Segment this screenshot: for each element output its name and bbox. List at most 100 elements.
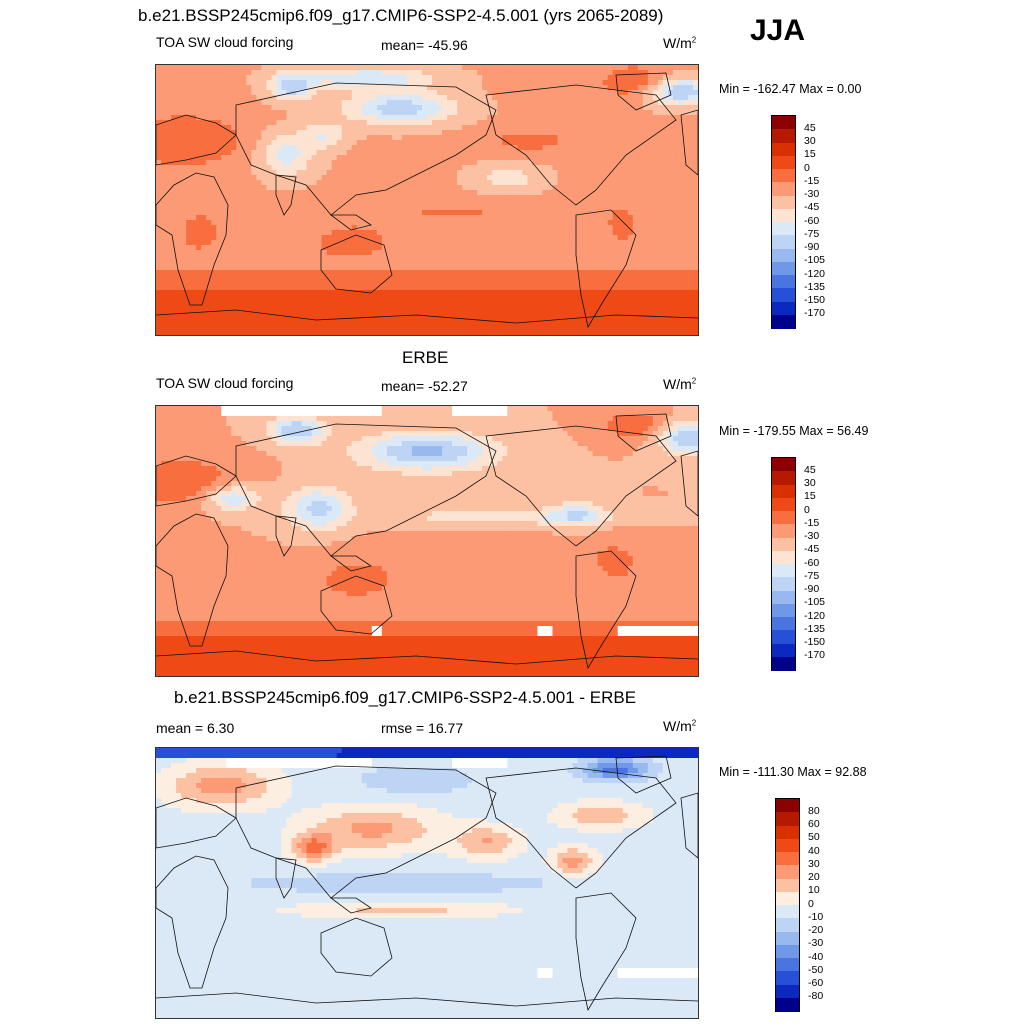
map-cell: [331, 115, 338, 121]
map-cell: [557, 220, 564, 226]
map-cell: [507, 180, 513, 186]
map-cell: [457, 170, 463, 176]
map-cell: [687, 275, 694, 281]
map-cell: [156, 70, 162, 76]
map-cell: [321, 70, 328, 76]
map-cell: [346, 75, 353, 81]
map-cell: [201, 240, 207, 246]
map-cell: [166, 210, 172, 216]
map-cell: [592, 165, 599, 171]
map-cell: [437, 260, 443, 266]
map-cell: [517, 110, 523, 116]
map-cell: [316, 245, 323, 251]
map-cell: [301, 265, 308, 271]
map-cell: [512, 120, 518, 126]
map-cell: [226, 265, 232, 271]
map-cell: [692, 100, 698, 106]
map-cell: [231, 250, 237, 256]
map-cell: [512, 100, 518, 106]
map-cell: [401, 100, 408, 106]
map-cell: [627, 285, 634, 291]
map-cell: [206, 170, 212, 176]
map-cell: [171, 285, 177, 291]
map-cell: [356, 70, 363, 76]
map-cell: [196, 150, 202, 156]
map-cell: [507, 165, 513, 171]
map-cell: [657, 200, 664, 206]
map-cell: [537, 165, 544, 171]
map-cell: [522, 140, 528, 146]
map-cell: [462, 255, 468, 261]
map-cell: [411, 180, 418, 186]
map-cell: [216, 255, 222, 261]
map-cell: [537, 240, 544, 246]
map-cell: [266, 130, 273, 136]
map-cell: [381, 220, 388, 226]
map-cell: [467, 230, 473, 236]
map-cell: [336, 125, 343, 131]
map-cell: [622, 255, 629, 261]
map-cell: [236, 115, 242, 121]
map-cell: [296, 125, 303, 131]
map-cell: [271, 265, 278, 271]
map-cell: [537, 170, 544, 176]
map-cell: [231, 105, 237, 111]
map-cell: [537, 195, 544, 201]
map-cell: [632, 280, 639, 286]
map-cell: [366, 130, 373, 136]
map-cell: [442, 190, 448, 196]
map-cell: [497, 265, 503, 271]
map-cell: [657, 125, 664, 131]
map-cell: [542, 200, 549, 206]
map-cell: [176, 225, 182, 231]
map-cell: [246, 130, 252, 136]
map-cell: [291, 130, 298, 136]
map-cell: [667, 190, 674, 196]
map-cell: [156, 115, 162, 121]
map-cell: [687, 235, 694, 241]
map-cell: [542, 150, 549, 156]
map-cell: [467, 90, 473, 96]
map-cell: [296, 195, 303, 201]
map-cell: [552, 260, 559, 266]
map-cell: [517, 140, 523, 146]
map-cell: [281, 85, 288, 91]
map-cell: [512, 260, 518, 266]
map-cell: [206, 220, 212, 226]
map-cell: [617, 150, 624, 156]
map-cell: [331, 200, 338, 206]
map-cell: [266, 125, 273, 131]
map-cell: [421, 185, 428, 191]
map-cell: [637, 190, 644, 196]
map-cell: [171, 220, 177, 226]
map-cell: [682, 245, 689, 251]
map-cell: [186, 220, 192, 226]
map-cell: [667, 130, 674, 136]
map-cell: [462, 250, 468, 256]
map-cell: [682, 210, 689, 216]
map-cell: [672, 100, 679, 106]
map-cell: [457, 255, 463, 261]
map-cell: [311, 200, 318, 206]
map-cell: [211, 190, 217, 196]
map-cell: [597, 170, 604, 176]
map-cell: [256, 115, 262, 121]
map-cell: [386, 90, 393, 96]
map-cell: [617, 130, 624, 136]
map-cell: [592, 260, 599, 266]
map-cell: [672, 190, 679, 196]
map-cell: [672, 130, 679, 136]
map-cell: [577, 150, 584, 156]
map-cell: [522, 80, 528, 86]
map-cell: [652, 110, 659, 116]
map-cell: [301, 200, 308, 206]
map-cell: [552, 220, 559, 226]
map-cell: [391, 180, 398, 186]
map-cell: [406, 240, 413, 246]
map-cell: [492, 180, 498, 186]
map-cell: [502, 270, 508, 276]
map-cell: [286, 255, 293, 261]
map-cell: [457, 200, 463, 206]
map-cell: [266, 210, 273, 216]
map-cell: [251, 220, 257, 226]
